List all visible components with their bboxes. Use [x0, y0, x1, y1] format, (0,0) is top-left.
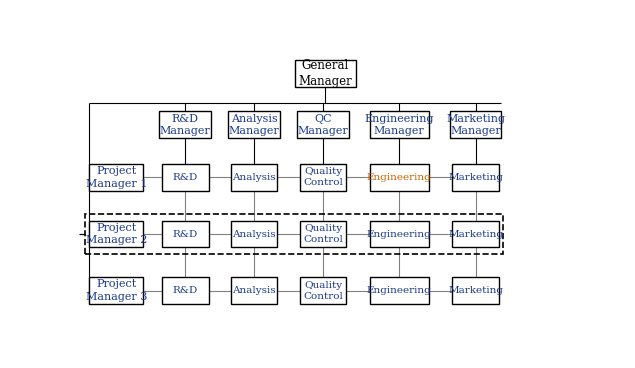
Text: Analysis: Analysis — [232, 230, 276, 238]
Bar — [297, 112, 349, 138]
Text: Engineering
Manager: Engineering Manager — [364, 114, 434, 136]
Text: Project
Manager 3: Project Manager 3 — [86, 279, 147, 302]
Text: Analysis: Analysis — [232, 286, 276, 295]
Bar — [231, 164, 277, 191]
Text: Analysis: Analysis — [232, 173, 276, 182]
Text: Engineering: Engineering — [367, 286, 432, 295]
Bar — [159, 112, 211, 138]
Text: R&D: R&D — [173, 286, 198, 295]
Text: General
Manager: General Manager — [298, 59, 352, 88]
Bar — [89, 164, 144, 191]
Bar — [300, 220, 346, 247]
Bar — [89, 277, 144, 304]
Bar — [300, 277, 346, 304]
Text: Analysis
Manager: Analysis Manager — [229, 114, 279, 136]
Text: R&D: R&D — [173, 230, 198, 238]
Text: Project
Manager 1: Project Manager 1 — [86, 166, 147, 188]
Text: Marketing: Marketing — [448, 173, 503, 182]
Text: R&D
Manager: R&D Manager — [160, 114, 211, 136]
Bar — [452, 220, 499, 247]
Text: Quality
Control: Quality Control — [303, 224, 343, 244]
Bar — [228, 112, 280, 138]
Text: Engineering: Engineering — [367, 173, 432, 182]
Text: Marketing: Marketing — [448, 230, 503, 238]
Text: Quality
Control: Quality Control — [303, 167, 343, 187]
Text: QC
Manager: QC Manager — [298, 114, 349, 136]
Text: Marketing
Manager: Marketing Manager — [446, 114, 505, 136]
Text: R&D: R&D — [173, 173, 198, 182]
Bar — [300, 164, 346, 191]
Bar — [450, 112, 502, 138]
Bar — [452, 277, 499, 304]
Bar — [370, 220, 429, 247]
Bar — [162, 220, 208, 247]
Text: Project
Manager 2: Project Manager 2 — [86, 223, 147, 245]
Bar — [295, 60, 356, 87]
Bar — [231, 220, 277, 247]
Bar — [452, 164, 499, 191]
Text: Engineering: Engineering — [367, 230, 432, 238]
Bar — [370, 112, 429, 138]
Bar — [85, 214, 503, 254]
Bar — [231, 277, 277, 304]
Bar — [89, 220, 144, 247]
Bar — [162, 164, 208, 191]
Bar — [370, 164, 429, 191]
Text: Marketing: Marketing — [448, 286, 503, 295]
Bar — [162, 277, 208, 304]
Bar — [370, 277, 429, 304]
Text: Quality
Control: Quality Control — [303, 281, 343, 301]
